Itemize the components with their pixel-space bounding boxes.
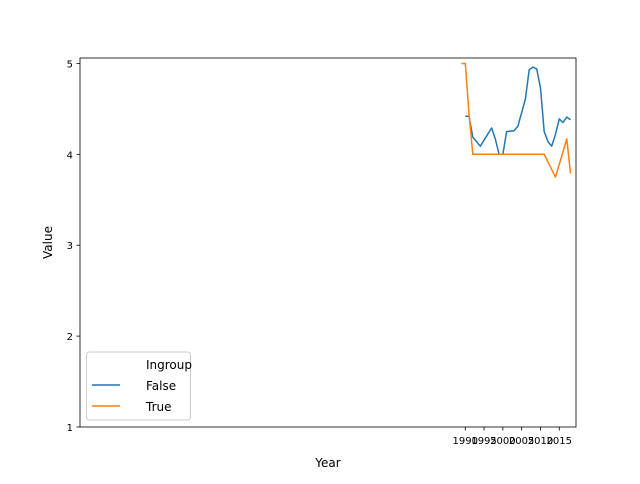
x-tick-label: 2000 [490, 436, 515, 447]
x-tick-label: 2015 [547, 436, 572, 447]
x-tick-label: 1990 [453, 436, 478, 447]
y-tick-label: 4 [67, 150, 73, 161]
legend-box [86, 351, 191, 421]
legend-title: Ingroup [146, 358, 192, 372]
y-tick-label: 3 [67, 241, 73, 252]
y-axis: 1 2 3 4 5 [67, 59, 80, 434]
x-tick-label: 2005 [509, 436, 534, 447]
legend-label-false: False [146, 379, 176, 393]
y-tick-label: 1 [67, 423, 73, 434]
series-line-true [461, 62, 572, 178]
legend-label-true: True [145, 400, 172, 414]
x-axis-label: Year [314, 456, 340, 470]
series-line-false [465, 66, 571, 156]
plot-frame [79, 57, 577, 428]
y-axis-label: Value [41, 226, 55, 259]
x-tick-label: 1995 [471, 436, 496, 447]
y-tick-label: 2 [67, 332, 73, 343]
x-tick-label: 2010 [528, 436, 553, 447]
y-tick-label: 5 [67, 59, 73, 70]
legend: Ingroup False True [86, 351, 192, 421]
series-layer [461, 62, 572, 178]
